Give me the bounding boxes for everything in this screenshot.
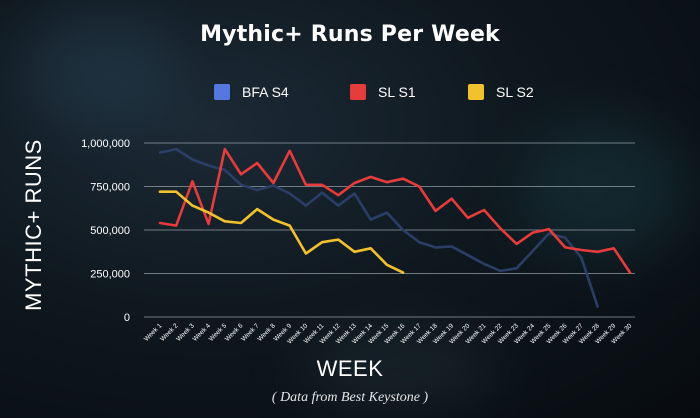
- y-tick-label: 0: [124, 312, 130, 324]
- y-tick-label: 750,000: [90, 182, 130, 194]
- legend-label: BFA S4: [242, 84, 289, 100]
- y-tick-label: 1,000,000: [81, 138, 130, 150]
- chart-title: Mythic+ Runs Per Week: [200, 22, 500, 47]
- y-tick-label: 250,000: [90, 269, 130, 281]
- legend-label: SL S2: [496, 84, 534, 100]
- legend-item-sl-s1: SL S1: [350, 80, 416, 104]
- y-tick-label: 500,000: [90, 225, 130, 237]
- legend-item-sl-s2: SL S2: [468, 80, 534, 104]
- source-note: ( Data from Best Keystone ): [271, 390, 429, 405]
- legend-swatch: [350, 84, 366, 100]
- legend-item-bfa-s4: BFA S4: [214, 80, 289, 104]
- legend-label: SL S1: [378, 84, 416, 100]
- legend: BFA S4 SL S1 SL S2: [0, 80, 700, 104]
- legend-swatch: [214, 84, 230, 100]
- series-line: [158, 147, 632, 274]
- series-line: [158, 147, 599, 308]
- x-axis-title: WEEK: [316, 356, 384, 381]
- legend-swatch: [468, 84, 484, 100]
- series-line: [158, 190, 405, 274]
